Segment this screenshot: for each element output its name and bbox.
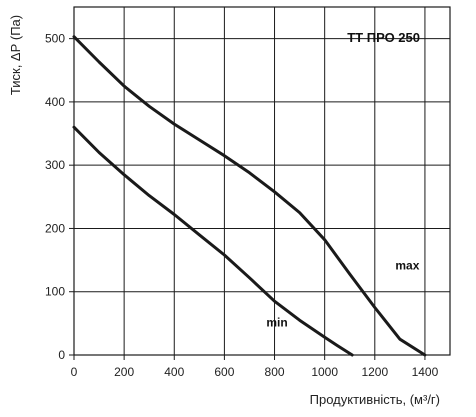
y-tick-label: 200 bbox=[45, 221, 65, 235]
x-tick-label: 400 bbox=[164, 365, 184, 379]
y-tick-label: 500 bbox=[45, 32, 65, 46]
axis-ticks: 0 200 400 600 800 1000 1200 1400 0 100 200 300 400 50… bbox=[45, 32, 439, 379]
y-axis-title: Тиск, ΔР (Па) bbox=[8, 15, 23, 95]
series-line-max bbox=[72, 35, 427, 357]
x-tick-label: 800 bbox=[265, 365, 285, 379]
x-tick-label: 1200 bbox=[361, 365, 388, 379]
x-tick-label: 1400 bbox=[412, 365, 439, 379]
series-label-max: max bbox=[395, 259, 419, 273]
chart-title: ТТ ПРО 250 bbox=[347, 30, 420, 45]
series-line-min bbox=[72, 125, 354, 357]
plot-frame bbox=[73, 6, 451, 356]
y-tick-label: 100 bbox=[45, 285, 65, 299]
x-axis-title: Продуктивність, (м³/г) bbox=[310, 392, 440, 407]
series-labels: max min bbox=[266, 259, 419, 330]
y-tick-label: 0 bbox=[58, 348, 65, 362]
y-tick-label: 400 bbox=[45, 95, 65, 109]
y-tick-label: 300 bbox=[45, 158, 65, 172]
x-tick-label: 600 bbox=[214, 365, 234, 379]
x-tick-label: 0 bbox=[71, 365, 78, 379]
grid bbox=[73, 7, 450, 356]
x-tick-label: 200 bbox=[114, 365, 134, 379]
series-lines bbox=[72, 35, 427, 357]
series-label-min: min bbox=[266, 316, 287, 330]
x-tick-label: 1000 bbox=[311, 365, 338, 379]
